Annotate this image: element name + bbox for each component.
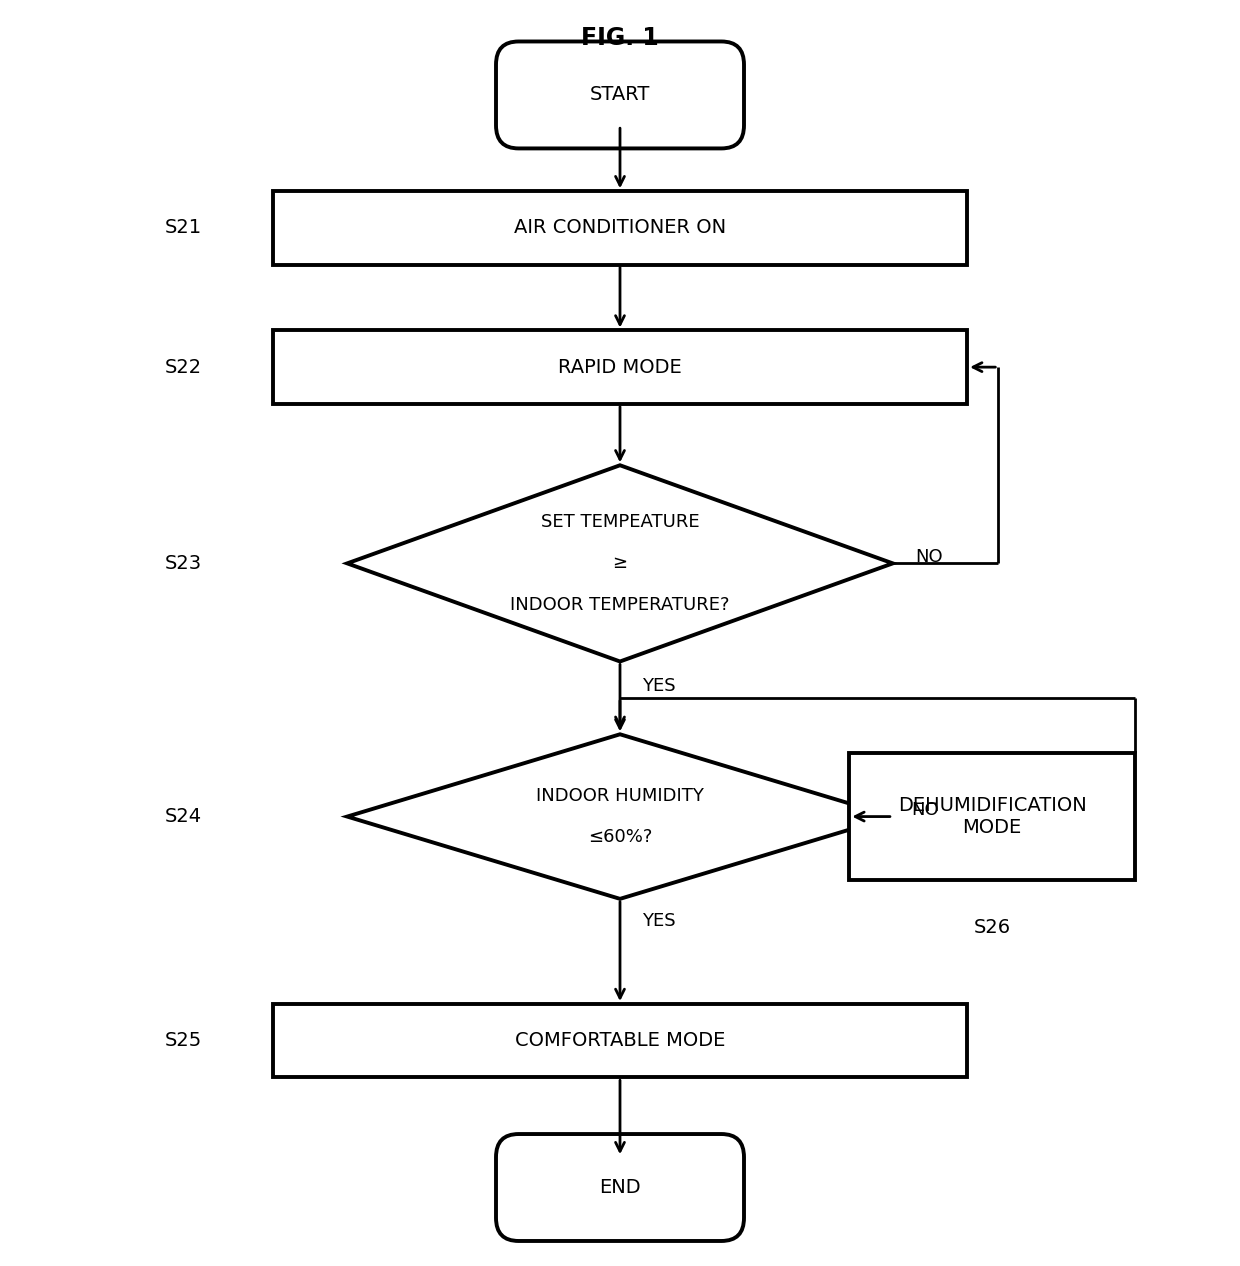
Text: YES: YES <box>642 912 676 929</box>
Polygon shape <box>347 734 893 899</box>
Text: S22: S22 <box>165 357 202 377</box>
Bar <box>273 1004 967 1077</box>
Text: S25: S25 <box>165 1031 202 1051</box>
Text: START: START <box>590 85 650 105</box>
Text: NO: NO <box>911 801 939 819</box>
Text: NO: NO <box>915 548 942 566</box>
Polygon shape <box>347 465 893 661</box>
Text: SET TEMPEATURE: SET TEMPEATURE <box>541 513 699 530</box>
Text: INDOOR HUMIDITY: INDOOR HUMIDITY <box>536 786 704 805</box>
Text: ≥: ≥ <box>613 555 627 572</box>
Text: END: END <box>599 1177 641 1198</box>
Text: AIR CONDITIONER ON: AIR CONDITIONER ON <box>513 218 727 238</box>
Text: RAPID MODE: RAPID MODE <box>558 357 682 377</box>
Text: S21: S21 <box>165 218 202 238</box>
Bar <box>273 191 967 265</box>
FancyBboxPatch shape <box>496 42 744 148</box>
Text: ≤60%?: ≤60%? <box>588 828 652 847</box>
Text: S24: S24 <box>165 806 202 827</box>
Text: S26: S26 <box>973 918 1011 938</box>
Bar <box>849 753 1135 880</box>
Text: INDOOR TEMPERATURE?: INDOOR TEMPERATURE? <box>510 596 730 614</box>
Text: COMFORTABLE MODE: COMFORTABLE MODE <box>515 1031 725 1051</box>
Text: YES: YES <box>642 676 676 695</box>
Text: S23: S23 <box>165 553 202 573</box>
FancyBboxPatch shape <box>496 1134 744 1241</box>
Bar <box>273 330 967 404</box>
Text: FIG. 1: FIG. 1 <box>582 27 658 49</box>
Text: DEHUMIDIFICATION
MODE: DEHUMIDIFICATION MODE <box>898 796 1086 837</box>
